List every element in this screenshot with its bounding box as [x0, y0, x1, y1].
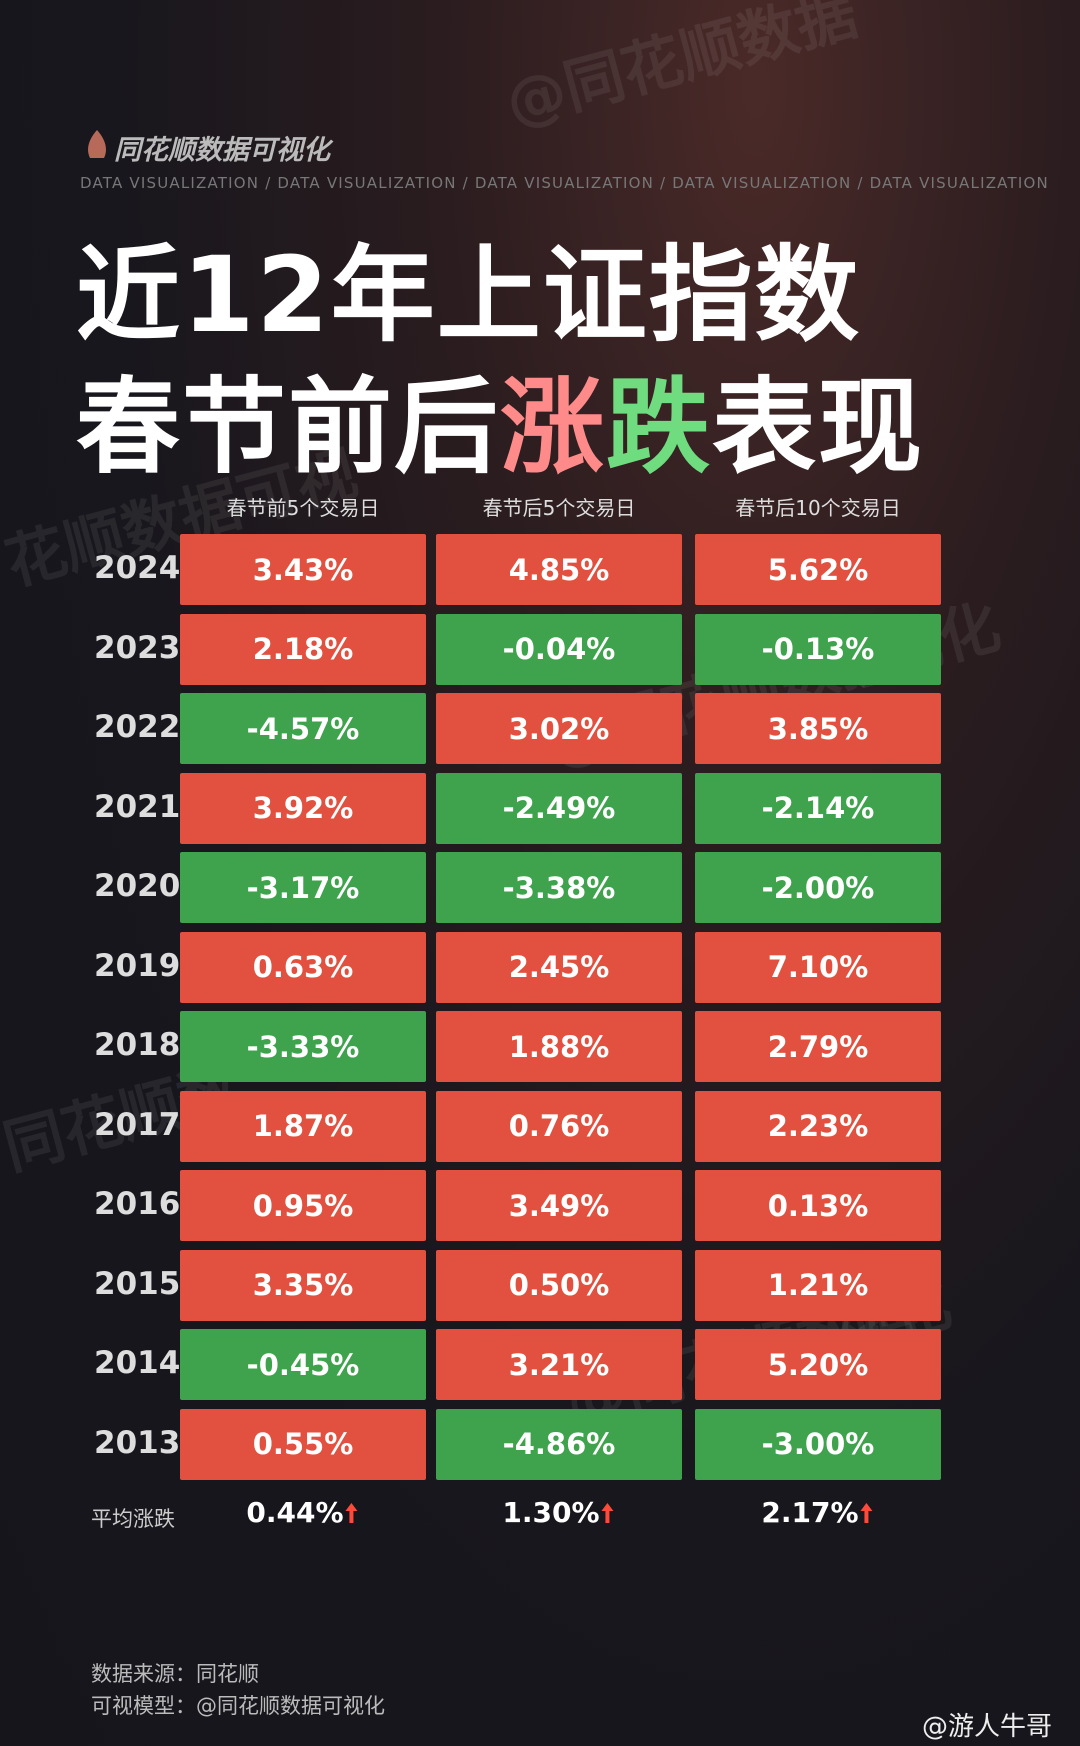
table-cell: 1.87%	[180, 1090, 426, 1162]
table-cell: 0.95%	[180, 1170, 426, 1241]
up-arrow	[860, 1502, 873, 1523]
footer-model: 可视模型：@同花顺数据可视化	[91, 1694, 385, 1718]
table-cell: 1.21%	[695, 1249, 941, 1321]
table-cell: 3.92%	[180, 772, 426, 844]
table-cell: -2.49%	[436, 772, 682, 844]
table-cell: 3.21%	[436, 1329, 682, 1400]
table-cell: -4.57%	[180, 693, 426, 764]
title-line: 近12年上证指数	[76, 234, 861, 356]
year-label: 2015	[94, 1265, 181, 1302]
footer-source: 数据来源：同花顺	[91, 1662, 259, 1686]
year-label: 2018	[94, 1027, 181, 1063]
table-cell: 3.43%	[180, 534, 426, 605]
year-label: 2023	[94, 629, 181, 666]
title-part: 春节前后	[76, 366, 501, 488]
year-label: 2024	[94, 550, 181, 586]
column-header: 春节后10个交易日	[735, 496, 901, 520]
table-cell: -2.00%	[695, 852, 941, 923]
average-text: 0.44%	[246, 1496, 344, 1529]
table-cell: -3.33%	[180, 1011, 426, 1082]
column-header: 春节前5个交易日	[226, 496, 380, 520]
year-label: 2013	[94, 1424, 181, 1461]
table-cell: 2.79%	[695, 1011, 941, 1082]
table-cell: -0.13%	[695, 613, 941, 685]
table-cell: 0.63%	[180, 931, 426, 1003]
average-text: 1.30%	[502, 1496, 600, 1529]
table-cell: -3.00%	[695, 1408, 941, 1480]
table-cell: 0.55%	[180, 1408, 426, 1480]
table-cell: 2.18%	[180, 613, 426, 685]
table-cell: -4.86%	[436, 1408, 682, 1480]
table-cell: 3.49%	[436, 1170, 682, 1241]
table-cell: 0.50%	[436, 1249, 682, 1321]
table-cell: 2.23%	[695, 1090, 941, 1162]
table-cell: 0.76%	[436, 1090, 682, 1162]
table-cell: -3.17%	[180, 852, 426, 923]
title-part: 表现	[712, 366, 925, 488]
title-line: 春节前后涨跌表现	[76, 342, 924, 493]
table-cell: 4.85%	[436, 534, 682, 605]
table-cell: 2.45%	[436, 931, 682, 1003]
table-cell: 7.10%	[695, 931, 941, 1003]
average-value: 2.17%	[761, 1496, 874, 1529]
table-cell: 3.85%	[695, 693, 941, 764]
tagline: DATA VISUALIZATION / DATA VISUALIZATION …	[80, 174, 1049, 192]
average-value: 1.30%	[502, 1496, 615, 1529]
year-label: 2021	[94, 788, 181, 825]
average-label: 平均涨跌	[91, 1507, 175, 1531]
table-cell: 1.88%	[436, 1011, 682, 1082]
year-label: 2016	[94, 1186, 181, 1222]
table-cell: -0.04%	[436, 613, 682, 685]
up-arrow	[345, 1502, 358, 1523]
average-text: 2.17%	[761, 1496, 859, 1529]
year-label: 2020	[94, 868, 181, 904]
table-cell: 5.20%	[695, 1329, 941, 1400]
table-cell: -3.38%	[436, 852, 682, 923]
table-cell: 3.35%	[180, 1249, 426, 1321]
table-cell: 3.02%	[436, 693, 682, 764]
year-label: 2019	[94, 947, 181, 984]
brand: 同花顺数据可视化	[114, 135, 330, 166]
handle: @游人牛哥	[922, 1712, 1053, 1742]
table-cell: -0.45%	[180, 1329, 426, 1400]
year-label: 2014	[94, 1345, 181, 1381]
average-value: 0.44%	[246, 1496, 359, 1529]
year-label: 2017	[94, 1106, 181, 1143]
table-cell: 0.13%	[695, 1170, 941, 1241]
year-label: 2022	[94, 709, 181, 745]
title-rise: 涨	[500, 366, 607, 488]
logo-icon	[88, 130, 106, 158]
title-fall: 跌	[606, 366, 713, 488]
up-arrow	[601, 1502, 614, 1523]
table-cell: -2.14%	[695, 772, 941, 844]
watermark: @同花顺数据	[498, 0, 865, 140]
column-header: 春节后5个交易日	[482, 496, 636, 520]
table-cell: 5.62%	[695, 534, 941, 605]
